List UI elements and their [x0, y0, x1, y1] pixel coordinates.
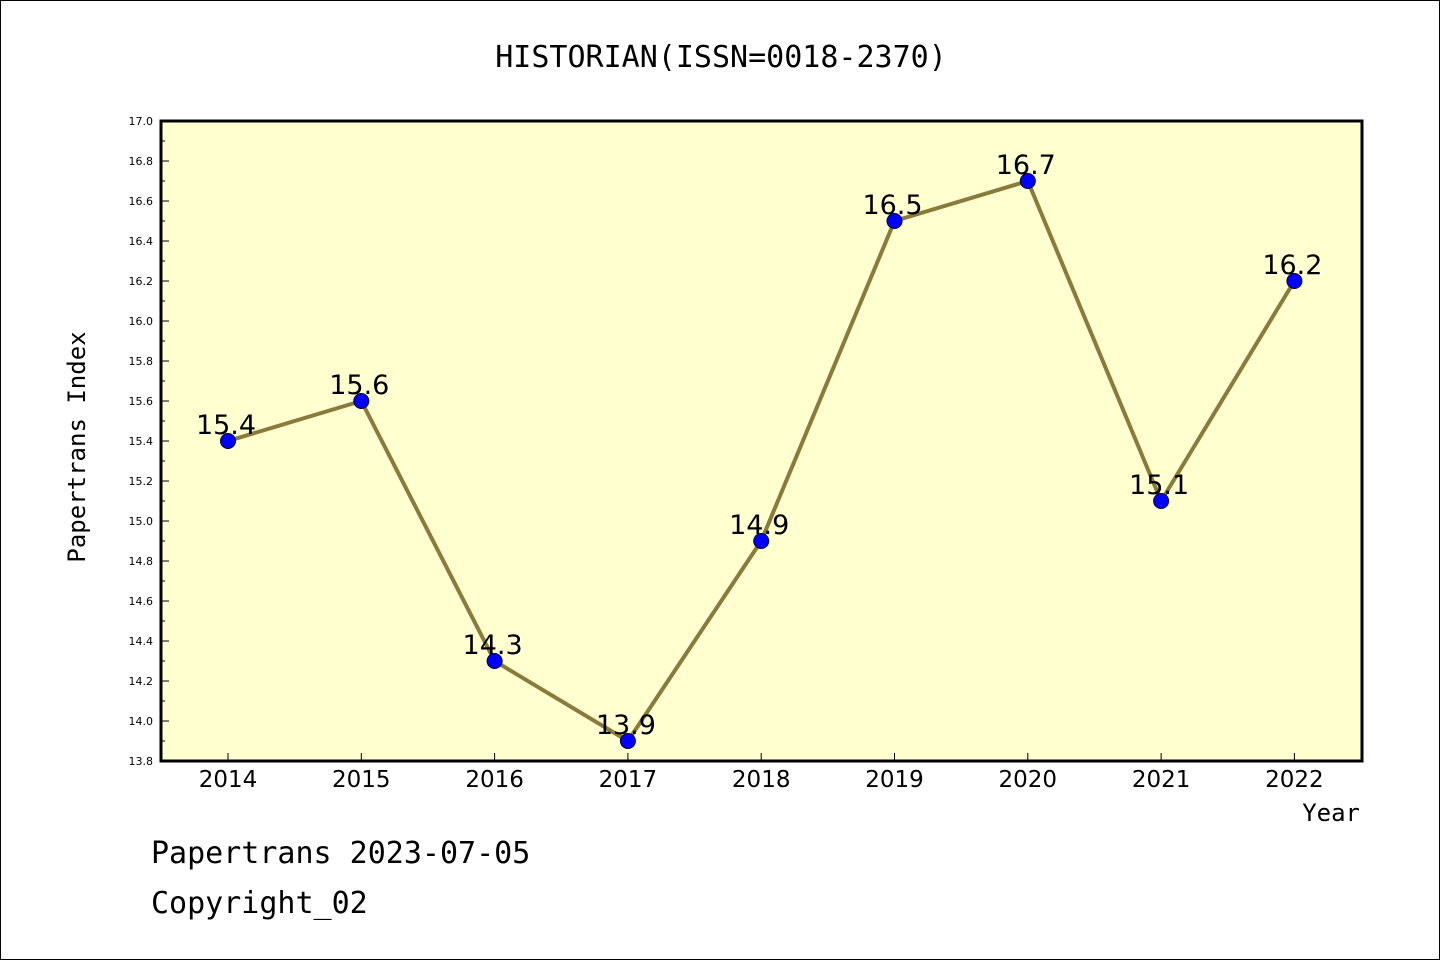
data-point: [886, 213, 903, 229]
data-point: [1019, 173, 1036, 189]
footer-copyright-text: Copyright_02: [151, 886, 368, 921]
data-label: 15.1: [1129, 470, 1189, 501]
x-axis-label: Year: [1302, 799, 1360, 827]
data-label: 13.9: [596, 710, 656, 741]
data-point: [353, 393, 370, 409]
data-label: 15.6: [329, 370, 389, 401]
plot-area: [161, 121, 1362, 761]
x-tick-label: 2022: [1265, 767, 1324, 793]
data-point: [486, 653, 503, 669]
x-tick-label: 2020: [999, 767, 1058, 793]
x-tick-label: 2021: [1132, 767, 1191, 793]
y-tick-label: 16.0: [129, 315, 154, 328]
y-tick-label: 15.2: [129, 475, 154, 488]
x-tick-label: 2015: [332, 767, 391, 793]
y-tick-label: 13.8: [129, 755, 154, 768]
data-label: 16.5: [862, 190, 922, 221]
x-tick-label: 2018: [732, 767, 791, 793]
data-point: [220, 433, 236, 449]
data-label: 14.3: [463, 630, 523, 661]
x-tick-label: 2017: [599, 767, 658, 793]
data-label: 14.9: [729, 510, 789, 541]
data-label: 15.4: [196, 410, 256, 441]
data-point: [1286, 273, 1303, 289]
x-tick-label: 2016: [465, 767, 524, 793]
series-markers: [220, 173, 1303, 749]
y-tick-label: 14.6: [129, 595, 154, 608]
y-tick-label: 14.8: [129, 555, 154, 568]
data-point: [1153, 493, 1170, 509]
axis-ticks: 13.8 14.0 14.2 14.4 14.6 14.8 15.0 15.2 15.4 15.6…: [129, 115, 1324, 793]
x-tick-label: 2019: [865, 767, 924, 793]
data-point: [619, 733, 636, 749]
data-label: 16.2: [1262, 250, 1322, 281]
y-tick-label: 14.2: [129, 675, 154, 688]
data-label: 16.7: [996, 150, 1056, 181]
y-tick-label: 15.0: [129, 515, 154, 528]
plot-border: [159, 119, 1364, 763]
y-tick-label: 14.0: [129, 715, 154, 728]
y-tick-label: 15.8: [129, 355, 154, 368]
y-tick-label: 17.0: [129, 115, 154, 128]
chart-title: HISTORIAN(ISSN=0018-2370): [495, 40, 947, 75]
y-tick-label: 16.8: [129, 155, 154, 168]
y-tick-label: 15.4: [129, 435, 154, 448]
y-tick-label: 15.6: [129, 395, 154, 408]
y-tick-label: 16.4: [129, 235, 154, 248]
footer-date-text: Papertrans 2023-07-05: [151, 836, 531, 871]
data-labels: 15.4 15.6 14.3 13.9 14.9 16.5 16.7 15.1 16.2: [196, 150, 1323, 741]
y-tick-label: 16.6: [129, 195, 154, 208]
y-tick-label: 16.2: [129, 275, 154, 288]
y-axis-label: Papertrans Index: [63, 331, 91, 562]
y-tick-label: 14.4: [129, 635, 154, 648]
data-point: [753, 533, 770, 549]
x-tick-label: 2014: [199, 767, 258, 793]
